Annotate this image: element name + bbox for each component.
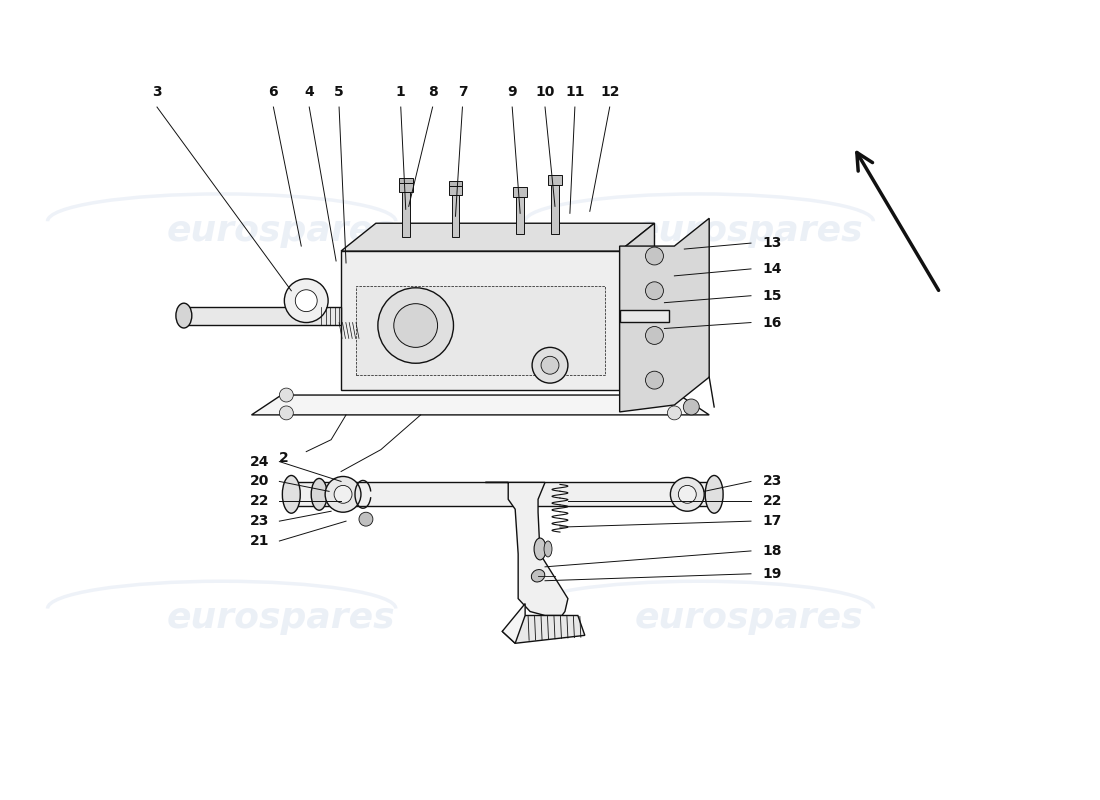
Text: eurospares: eurospares (167, 214, 396, 248)
Circle shape (284, 279, 328, 322)
Text: 24: 24 (250, 454, 270, 469)
Circle shape (394, 304, 438, 347)
Text: 23: 23 (250, 514, 270, 528)
Text: 9: 9 (507, 85, 517, 99)
Text: 5: 5 (334, 85, 344, 99)
Polygon shape (619, 223, 654, 390)
Circle shape (668, 406, 681, 420)
Circle shape (279, 406, 294, 420)
Ellipse shape (311, 478, 327, 510)
Ellipse shape (176, 303, 191, 328)
Bar (619, 310, 670, 322)
Bar (356, 286, 605, 375)
Circle shape (646, 371, 663, 389)
Text: 14: 14 (763, 262, 782, 276)
Ellipse shape (283, 475, 300, 514)
Bar (516, 197, 524, 234)
Text: 12: 12 (600, 85, 619, 99)
Text: 17: 17 (763, 514, 782, 528)
Text: eurospares: eurospares (635, 602, 864, 635)
Bar (286, 482, 719, 506)
Text: 20: 20 (250, 474, 270, 489)
Text: 23: 23 (763, 474, 782, 489)
Text: 13: 13 (763, 236, 782, 250)
Text: 22: 22 (250, 494, 270, 508)
Bar (449, 186, 462, 195)
Bar (399, 178, 412, 182)
Polygon shape (252, 395, 710, 415)
Circle shape (683, 399, 700, 415)
Text: 21: 21 (250, 534, 270, 548)
Text: 2: 2 (278, 450, 288, 465)
Bar (451, 195, 460, 237)
Ellipse shape (544, 541, 552, 557)
Bar (514, 186, 527, 197)
Text: 6: 6 (268, 85, 278, 99)
Circle shape (670, 478, 704, 511)
Text: eurospares: eurospares (167, 602, 396, 635)
Text: 8: 8 (428, 85, 438, 99)
Bar (449, 181, 462, 186)
Ellipse shape (705, 475, 723, 514)
Text: 4: 4 (305, 85, 315, 99)
Circle shape (668, 388, 681, 402)
Text: 16: 16 (763, 315, 782, 330)
Text: 22: 22 (763, 494, 782, 508)
Circle shape (326, 477, 361, 512)
Polygon shape (619, 218, 710, 412)
Text: 11: 11 (565, 85, 584, 99)
Polygon shape (341, 223, 654, 251)
Polygon shape (503, 615, 585, 643)
Ellipse shape (535, 538, 546, 560)
Polygon shape (503, 603, 525, 643)
Bar (341, 251, 619, 390)
Ellipse shape (531, 570, 544, 582)
Polygon shape (485, 482, 568, 615)
Text: 15: 15 (763, 289, 782, 302)
Circle shape (378, 288, 453, 363)
Bar (399, 182, 412, 193)
Bar (182, 306, 341, 325)
Circle shape (295, 290, 317, 312)
Text: 18: 18 (763, 544, 782, 558)
Bar (551, 185, 559, 234)
Circle shape (279, 388, 294, 402)
Text: 19: 19 (763, 566, 782, 581)
Circle shape (646, 247, 663, 265)
Text: 1: 1 (396, 85, 406, 99)
Text: 3: 3 (152, 85, 162, 99)
Circle shape (541, 356, 559, 374)
Circle shape (679, 486, 696, 503)
Text: eurospares: eurospares (635, 214, 864, 248)
Text: 10: 10 (536, 85, 554, 99)
Bar (402, 193, 409, 237)
Text: 7: 7 (458, 85, 468, 99)
Bar (548, 174, 562, 185)
Circle shape (646, 326, 663, 344)
Circle shape (532, 347, 568, 383)
Circle shape (334, 486, 352, 503)
Circle shape (646, 282, 663, 300)
Circle shape (359, 512, 373, 526)
